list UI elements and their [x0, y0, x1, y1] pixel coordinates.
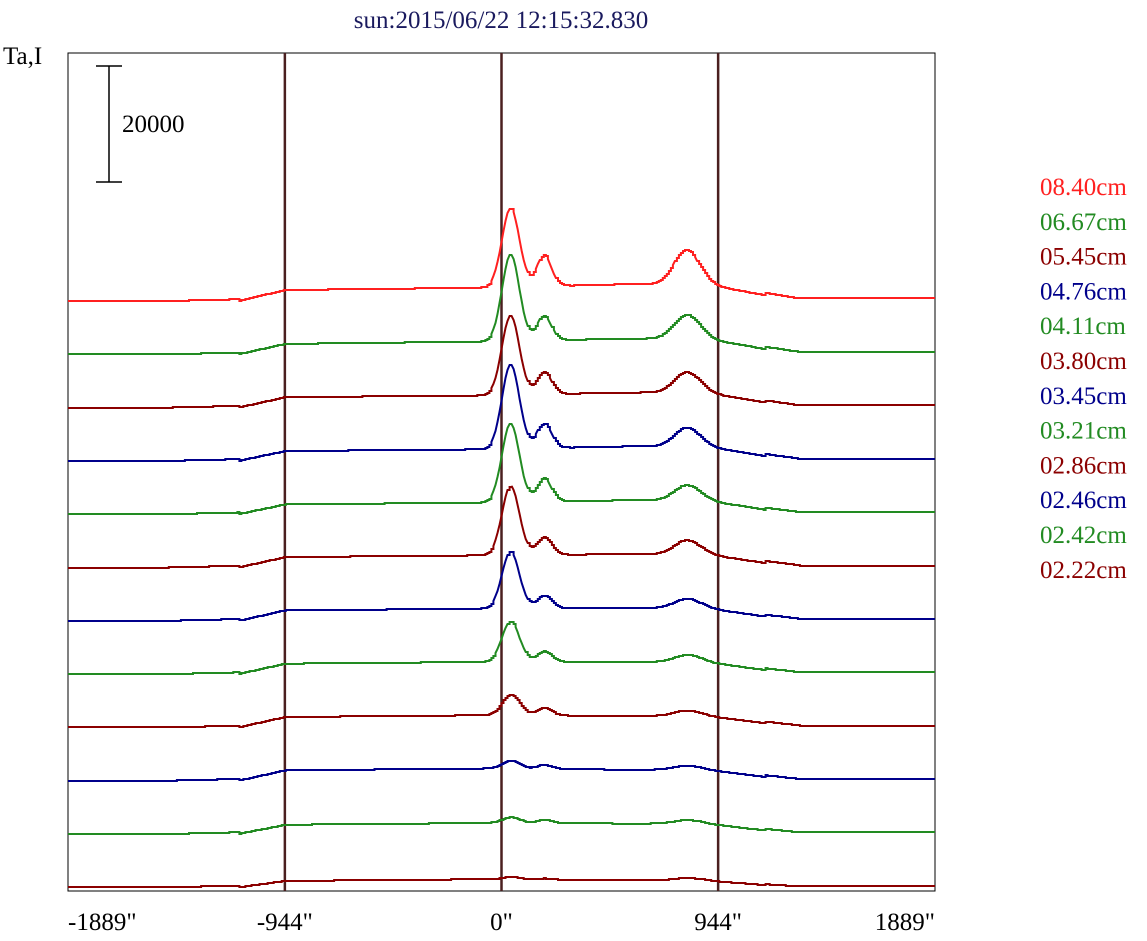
- series-line-08.40cm: [68, 208, 935, 302]
- legend-entry: 05.45cm: [1040, 244, 1127, 271]
- legend-entry: 03.80cm: [1040, 348, 1127, 375]
- series-line-02.42cm: [68, 816, 935, 835]
- legend-entry: 04.76cm: [1040, 278, 1127, 305]
- series-line-03.45cm: [68, 551, 935, 622]
- series-line-04.76cm: [68, 364, 935, 462]
- series-line-06.67cm: [68, 254, 935, 355]
- series-line-04.11cm: [68, 423, 935, 515]
- legend-entry: 08.40cm: [1040, 174, 1127, 201]
- series-line-05.45cm: [68, 315, 935, 409]
- y-axis-label: Ta,I: [3, 43, 42, 70]
- legend-entry: 03.21cm: [1040, 418, 1127, 445]
- x-tick-label: 0": [490, 909, 513, 936]
- series-line-02.46cm: [68, 760, 935, 782]
- legend: 08.40cm 06.67cm 05.45cm 04.76cm 04.11cm 03.80…: [1040, 174, 1127, 584]
- series-line-03.80cm: [68, 485, 935, 569]
- scale-bar: 20000: [96, 65, 185, 183]
- legend-entry: 03.45cm: [1040, 383, 1127, 410]
- series-lines: [68, 208, 935, 888]
- legend-entry: 02.42cm: [1040, 522, 1127, 549]
- chart-title: sun:2015/06/22 12:15:32.830: [354, 7, 648, 34]
- legend-entry: 02.46cm: [1040, 487, 1127, 514]
- reference-lines: [283, 53, 720, 891]
- series-line-03.21cm: [68, 621, 935, 675]
- series-line-02.86cm: [68, 694, 935, 728]
- legend-entry: 06.67cm: [1040, 209, 1127, 236]
- x-tick-label: 944": [694, 909, 742, 936]
- scale-bar-label: 20000: [122, 111, 185, 138]
- x-tick-labels: -1889" -944" 0" 944" 1889": [68, 909, 935, 936]
- x-tick-label: -944": [257, 909, 313, 936]
- legend-entry: 02.86cm: [1040, 452, 1127, 479]
- x-tick-label: -1889": [68, 909, 137, 936]
- x-tick-label: 1889": [875, 909, 935, 936]
- legend-entry: 04.11cm: [1040, 313, 1126, 340]
- legend-entry: 02.22cm: [1040, 557, 1127, 584]
- series-line-02.22cm: [68, 876, 935, 888]
